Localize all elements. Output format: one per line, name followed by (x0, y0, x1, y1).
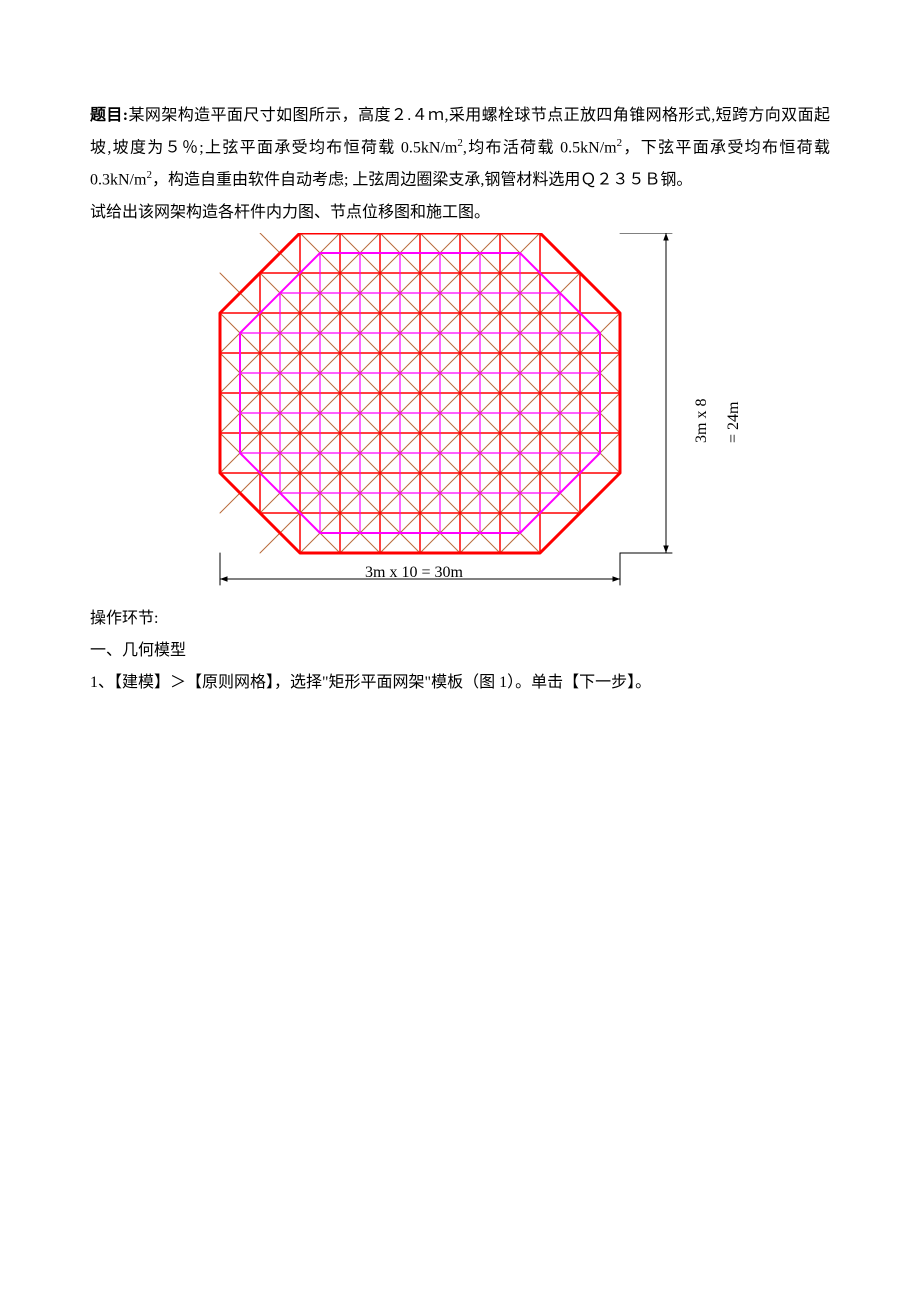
document-page: 题目:某网架构造平面尺寸如图所示，高度２.４ｍ,采用螺栓球节点正放四角锥网格形式… (0, 0, 920, 1302)
figure-wrapper: 3m x 10 = 30m 3m x 8 = 24m (90, 233, 830, 593)
para1-mid: ,均布活荷载 0.5kN/m (463, 139, 617, 156)
title-label: 题目: (90, 107, 128, 124)
operations-heading: 操作环节: (90, 603, 830, 635)
dimension-y-label: 3m x 8 = 24m (686, 389, 750, 443)
para1-end: ，构造自重由软件自动考虑; 上弦周边圈梁支承,钢管材料选用Ｑ２３５Ｂ钢。 (152, 172, 692, 189)
truss-diagram (180, 233, 740, 593)
problem-paragraph: 题目:某网架构造平面尺寸如图所示，高度２.４ｍ,采用螺栓球节点正放四角锥网格形式… (90, 100, 830, 197)
step-1: 1、【建模】＞【原则网格】，选择"矩形平面网架"模板（图 1）。单击【下一步】。 (90, 667, 830, 699)
task-paragraph: 试给出该网架构造各杆件内力图、节点位移图和施工图。 (90, 197, 830, 229)
dimension-x-label: 3m x 10 = 30m (365, 557, 463, 589)
figure-box: 3m x 10 = 30m 3m x 8 = 24m (180, 233, 740, 593)
section-1-heading: 一、几何模型 (90, 635, 830, 667)
